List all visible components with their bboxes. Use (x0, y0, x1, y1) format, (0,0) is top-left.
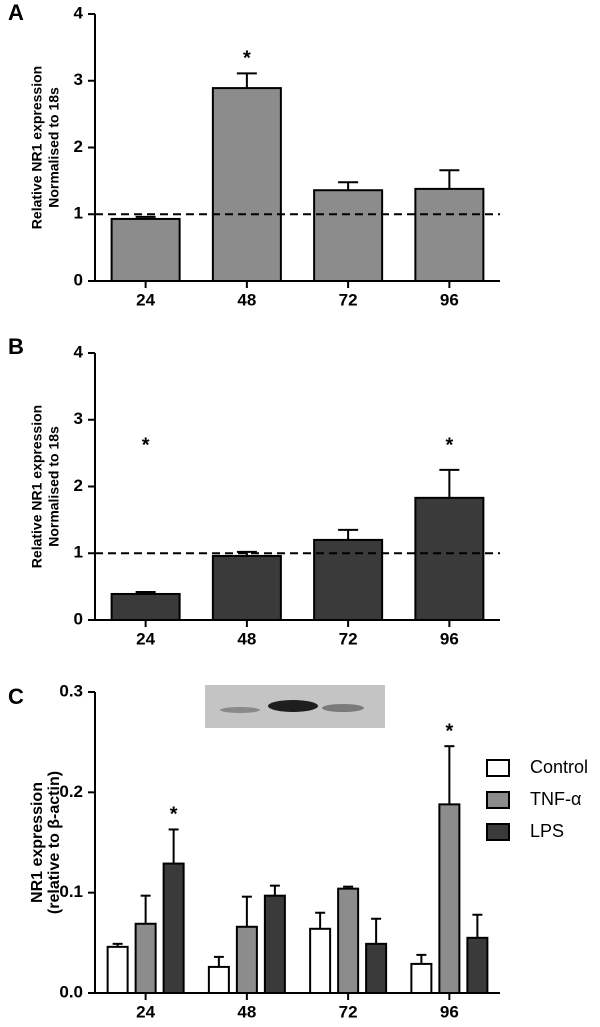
x-tick-label: 24 (136, 290, 155, 309)
bar (410, 962, 433, 994)
significance-marker: * (243, 48, 251, 70)
y-axis-label: (relative to β-actin) (46, 771, 63, 914)
legend-label: TNF-α (530, 789, 581, 809)
x-tick-label: 72 (339, 1002, 358, 1021)
bar (211, 87, 282, 282)
significance-marker: * (142, 434, 150, 456)
bar (110, 217, 181, 282)
bar (414, 187, 485, 282)
y-axis-label: Normalised to 18s (46, 87, 62, 208)
bar (263, 894, 286, 995)
bar (106, 945, 129, 995)
y-tick-label: 4 (74, 342, 84, 361)
x-tick-label: 48 (237, 1002, 256, 1021)
bar (313, 538, 384, 622)
bar (211, 554, 282, 621)
y-axis-label: Relative NR1 expression (29, 66, 45, 229)
bar (365, 942, 388, 995)
legend-swatch (486, 791, 510, 809)
x-tick-label: 72 (339, 290, 358, 309)
significance-marker: * (445, 434, 453, 456)
bar (309, 927, 332, 995)
x-tick-label: 48 (237, 629, 256, 648)
bar (162, 862, 185, 994)
x-tick-label: 72 (339, 629, 358, 648)
y-axis-label: Relative NR1 expression (29, 405, 45, 568)
y-tick-label: 3 (74, 409, 83, 428)
x-tick-label: 24 (136, 1002, 155, 1021)
y-tick-label: 0 (74, 609, 83, 628)
y-tick-label: 0.1 (59, 882, 83, 901)
panel-label: C (8, 684, 24, 709)
bar (313, 189, 384, 282)
y-tick-label: 4 (74, 3, 84, 22)
legend-label: LPS (530, 821, 564, 841)
significance-marker: * (445, 720, 453, 742)
bar (110, 592, 181, 622)
legend-swatch (486, 759, 510, 777)
y-tick-label: 1 (74, 543, 83, 562)
legend-label: Control (530, 757, 588, 777)
x-tick-label: 96 (440, 290, 459, 309)
legend-swatch (486, 823, 510, 841)
bar (414, 496, 485, 621)
bar (337, 887, 360, 994)
panel-label: B (8, 334, 24, 359)
bar (235, 925, 258, 995)
y-tick-label: 0.0 (59, 982, 83, 1001)
bar (438, 803, 461, 995)
y-tick-label: 0 (74, 270, 83, 289)
significance-marker: * (170, 804, 178, 826)
y-tick-label: 3 (74, 70, 83, 89)
bar (207, 965, 230, 994)
x-tick-label: 48 (237, 290, 256, 309)
y-tick-label: 2 (74, 137, 83, 156)
y-tick-label: 1 (74, 204, 83, 223)
y-tick-label: 2 (74, 476, 83, 495)
x-tick-label: 96 (440, 1002, 459, 1021)
bar (134, 922, 157, 995)
panel-label: A (8, 0, 24, 25)
y-tick-label: 0.3 (59, 681, 83, 700)
y-axis-label: Normalised to 18s (46, 426, 62, 547)
y-tick-label: 0.2 (59, 782, 83, 801)
x-tick-label: 96 (440, 629, 459, 648)
x-tick-label: 24 (136, 629, 155, 648)
y-axis-label: NR1 expression (29, 782, 46, 903)
bar (466, 936, 489, 994)
western-blot (205, 685, 385, 728)
